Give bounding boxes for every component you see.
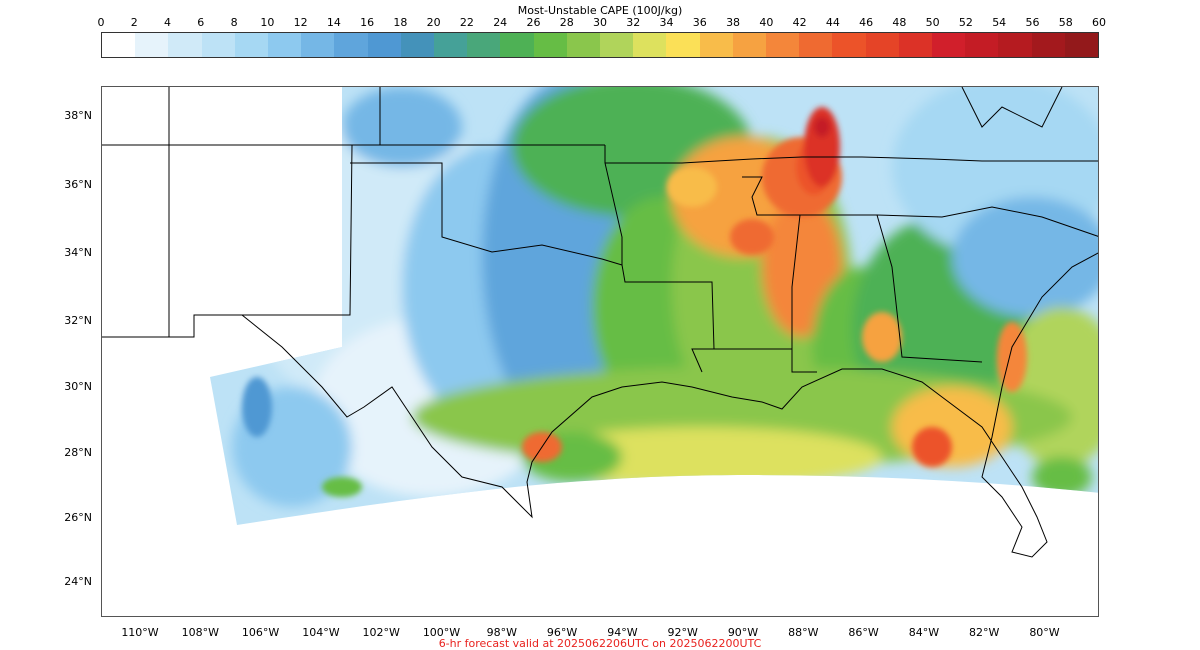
- longitude-label: 100°W: [422, 626, 461, 639]
- longitude-label: 92°W: [667, 626, 698, 639]
- latitude-label: 36°N: [64, 178, 92, 191]
- colorbar-tick-label: 8: [230, 16, 238, 29]
- colorbar-bin: [666, 33, 700, 57]
- longitude-label: 94°W: [607, 626, 638, 639]
- colorbar-tick-label: 20: [426, 16, 441, 29]
- latitude-label: 32°N: [64, 314, 92, 327]
- colorbar-bin: [566, 33, 601, 57]
- colorbar-bin: [600, 33, 634, 57]
- colorbar-bin: [932, 33, 966, 57]
- colorbar-bin: [268, 33, 302, 57]
- colorbar-bin: [898, 33, 933, 57]
- colorbar-bin: [500, 33, 534, 57]
- colorbar-bin: [533, 33, 567, 57]
- colorbar-tick-label: 12: [293, 16, 308, 29]
- longitude-label: 88°W: [788, 626, 819, 639]
- colorbar-tick-labels: 0 2 4 6 8 10 12 14 16 18 20 22 24 26 28 30 32 34 36 38 40 42 4…: [0, 16, 1200, 30]
- longitude-label: 84°W: [908, 626, 940, 639]
- colorbar-bin: [434, 33, 468, 57]
- colorbar-bin: [766, 33, 800, 57]
- longitude-label: 110°W: [121, 626, 159, 639]
- colorbar-bin: [998, 33, 1032, 57]
- colorbar: [101, 32, 1099, 58]
- forecast-valid-caption: 6-hr forecast valid at 2025062206UTC on …: [438, 637, 762, 650]
- longitude-label: 98°W: [486, 626, 517, 639]
- colorbar-tick-label: 6: [197, 16, 205, 29]
- colorbar-tick-label: 46: [859, 16, 874, 29]
- colorbar-bin: [367, 33, 401, 57]
- colorbar-tick-label: 30: [593, 16, 607, 29]
- colorbar-tick-label: 22: [459, 16, 474, 29]
- colorbar-bin: [965, 33, 999, 57]
- latitude-label: 34°N: [64, 246, 92, 259]
- colorbar-tick-label: 60: [1092, 16, 1106, 29]
- colorbar-bin: [201, 33, 235, 57]
- colorbar-tick-label: 26: [526, 16, 541, 29]
- colorbar-bin: [732, 33, 767, 57]
- longitude-label: 104°W: [302, 626, 340, 639]
- colorbar-tick-label: 50: [925, 16, 940, 29]
- longitude-label: 80°W: [1029, 626, 1060, 639]
- colorbar-bin: [1031, 33, 1065, 57]
- latitude-label: 28°N: [64, 446, 92, 459]
- colorbar-tick-label: 36: [692, 16, 707, 29]
- map-panel: [101, 86, 1099, 617]
- coastline: [241, 252, 1098, 558]
- cape-field: [210, 87, 1098, 525]
- colorbar-bin: [135, 33, 169, 57]
- colorbar-tick-label: 52: [958, 16, 973, 29]
- cape-map: [102, 87, 1098, 558]
- colorbar-bin: [168, 33, 202, 57]
- colorbar-bin: [832, 33, 866, 57]
- state-borders: [102, 87, 1098, 373]
- colorbar-tick-label: 24: [493, 16, 508, 29]
- colorbar-tick-label: 34: [659, 16, 674, 29]
- colorbar-tick-label: 32: [626, 16, 641, 29]
- colorbar-tick-label: 16: [360, 16, 375, 29]
- colorbar-tick-label: 4: [164, 16, 172, 29]
- colorbar-tick-label: 54: [992, 16, 1007, 29]
- colorbar-bin: [467, 33, 501, 57]
- colorbar-tick-label: 0: [97, 16, 105, 29]
- colorbar-tick-label: 42: [792, 16, 807, 29]
- colorbar-title: Most-Unstable CAPE (100J/kg): [517, 4, 683, 17]
- colorbar-bin: [400, 33, 435, 57]
- longitude-label: 108°W: [181, 626, 219, 639]
- colorbar-bin: [865, 33, 899, 57]
- longitude-label: 102°W: [362, 626, 400, 639]
- longitude-label: 96°W: [546, 626, 578, 639]
- colorbar-bin: [799, 33, 833, 57]
- colorbar-bin: [633, 33, 667, 57]
- latitude-label: 30°N: [64, 380, 92, 393]
- colorbar-bin: [1064, 33, 1099, 57]
- longitude-label: 86°W: [848, 626, 879, 639]
- colorbar-bin: [102, 33, 136, 57]
- colorbar-tick-label: 14: [326, 16, 341, 29]
- colorbar-tick-label: 44: [825, 16, 840, 29]
- latitude-label: 24°N: [64, 575, 92, 588]
- colorbar-tick-label: 48: [892, 16, 907, 29]
- colorbar-tick-label: 2: [130, 16, 138, 29]
- colorbar-tick-label: 18: [393, 16, 408, 29]
- colorbar-tick-label: 56: [1025, 16, 1040, 29]
- colorbar-bin: [699, 33, 733, 57]
- colorbar-bin: [234, 33, 269, 57]
- longitude-label: 90°W: [727, 626, 759, 639]
- colorbar-tick-label: 40: [759, 16, 774, 29]
- colorbar-tick-label: 58: [1058, 16, 1073, 29]
- colorbar-bin: [334, 33, 368, 57]
- longitude-label: 106°W: [241, 626, 280, 639]
- colorbar-bin: [301, 33, 335, 57]
- colorbar-tick-label: 38: [726, 16, 741, 29]
- colorbar-tick-label: 10: [260, 16, 275, 29]
- latitude-label: 26°N: [64, 511, 92, 524]
- latitude-label: 38°N: [64, 109, 92, 122]
- longitude-label: 82°W: [969, 626, 1000, 639]
- colorbar-tick-label: 28: [559, 16, 574, 29]
